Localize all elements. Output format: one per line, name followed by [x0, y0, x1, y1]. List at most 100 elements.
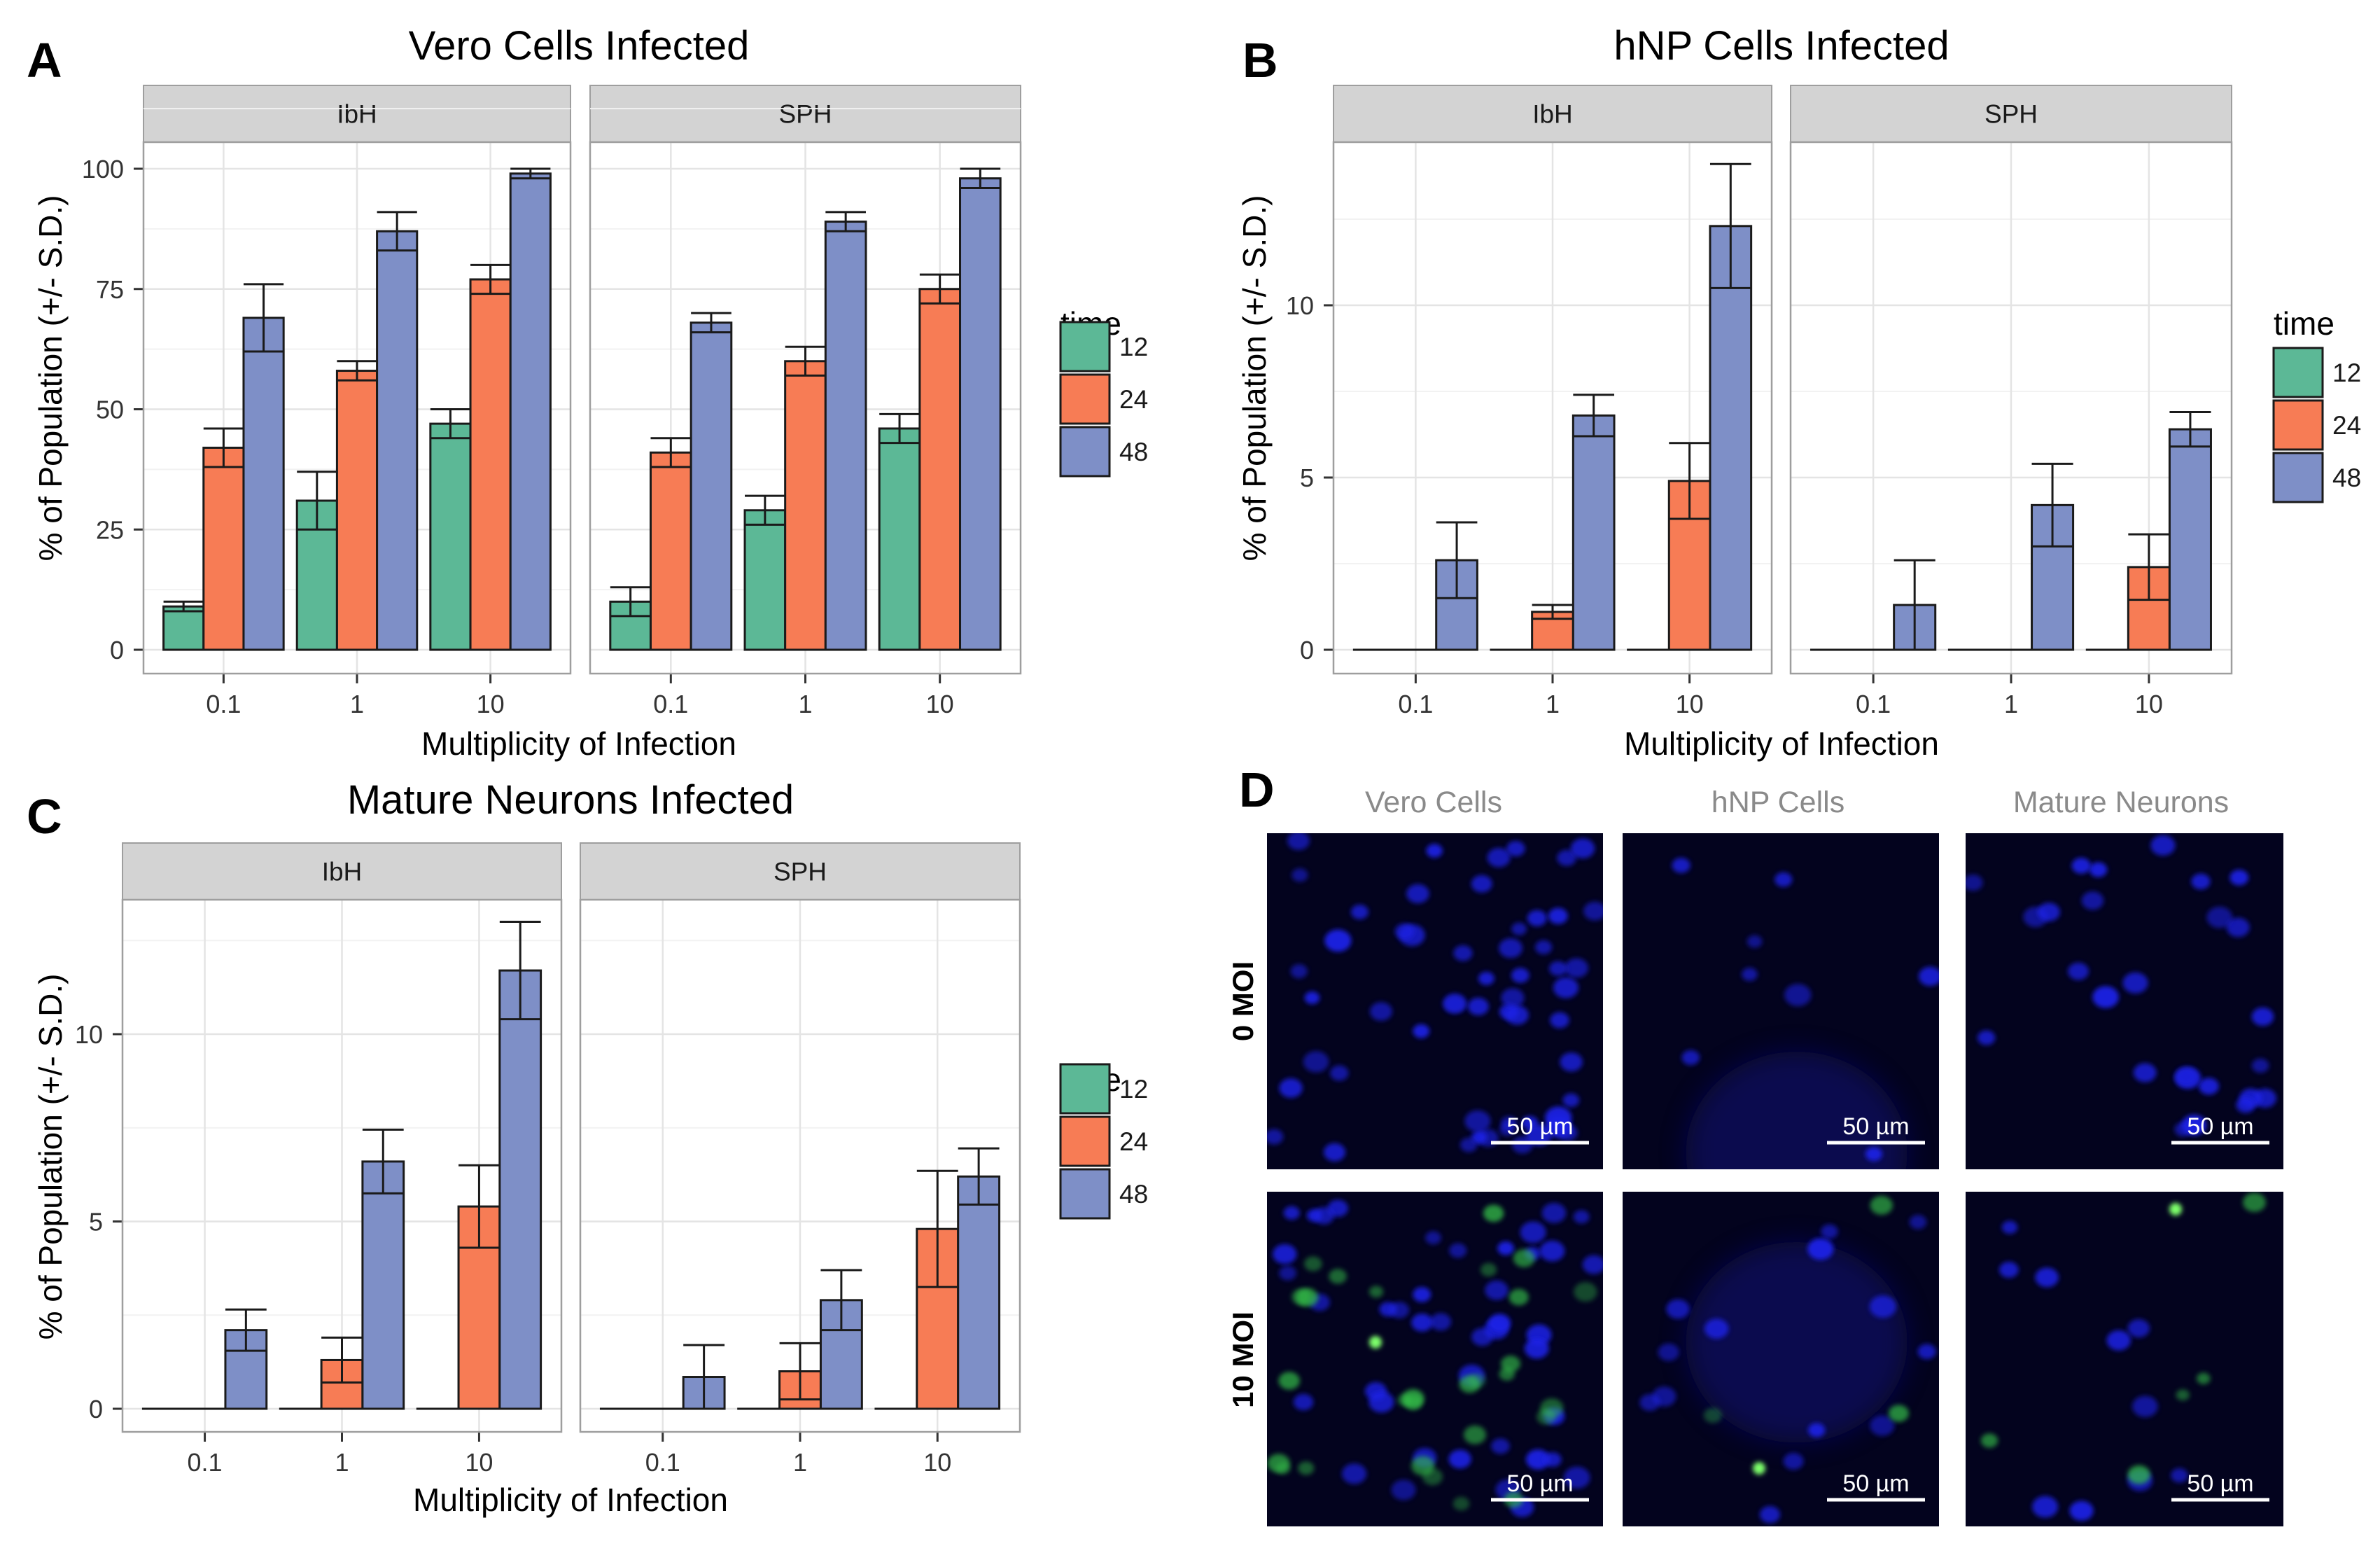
legend-label-48: 48 — [1119, 1180, 1148, 1209]
nucleus — [2068, 962, 2090, 980]
facet-strip — [1333, 85, 1772, 143]
nucleus — [1413, 1024, 1430, 1038]
legend-swatch-12 — [2272, 347, 2324, 398]
nucleus — [1485, 1280, 1508, 1300]
x-tick-label: 10 — [465, 1448, 493, 1477]
x-tick-label: 0.1 — [645, 1448, 680, 1477]
nucleus — [2191, 873, 2211, 890]
y-tick-label: 10 — [1286, 291, 1314, 320]
nucleus — [1487, 848, 1511, 868]
y-tick-label: 10 — [75, 1020, 103, 1049]
nucleus — [1544, 1452, 1562, 1467]
nucleus — [1453, 945, 1473, 961]
nucleus — [1449, 1243, 1467, 1258]
infected-cell — [1468, 1373, 1486, 1388]
infected-cell — [1304, 1256, 1322, 1272]
nucleus — [1526, 1124, 1552, 1146]
bar — [824, 221, 867, 651]
nucleus — [1658, 1343, 1679, 1361]
scale-bar-label: 50 µm — [2187, 1113, 2253, 1140]
infected-cell — [1870, 1195, 1893, 1215]
bar — [429, 422, 472, 651]
y-tick-label: 100 — [82, 155, 124, 183]
x-tick-label: 10 — [477, 690, 505, 718]
nucleus — [1411, 1314, 1433, 1332]
bar — [469, 278, 512, 651]
micrograph-content — [1966, 835, 2277, 1137]
nucleus — [1273, 1244, 1297, 1265]
bar — [743, 509, 787, 651]
nucleus — [1425, 1231, 1441, 1245]
micrograph-column-neurons: Mature Neurons — [2013, 786, 2229, 819]
nucleus — [1553, 977, 1579, 998]
legend-label-24: 24 — [1119, 1127, 1148, 1156]
nucleus — [1759, 1505, 1781, 1524]
infected-cell — [1888, 1405, 1909, 1422]
nucleus — [1330, 1065, 1349, 1081]
facet-SPH: SPH 0.1 1 10 — [589, 85, 1022, 718]
infected-cell — [1452, 1496, 1470, 1511]
nucleus — [1966, 874, 1983, 891]
nucleus — [1313, 1206, 1335, 1225]
facet-SPH: SPH 0.1 1 10 — [1789, 85, 2233, 718]
charts-layer: A Vero Cells Infected Multiplicity of Infe… — [27, 23, 2361, 1518]
panel-letter: A — [27, 33, 62, 88]
y-tick-label: 0 — [89, 1395, 103, 1423]
infected-cell — [1267, 1454, 1290, 1473]
nucleus — [1548, 907, 1568, 924]
bar — [1709, 225, 1753, 651]
nucleus — [1570, 838, 1595, 858]
infected-cell — [1292, 1288, 1312, 1305]
x-axis-label: Multiplicity of Infection — [413, 1482, 728, 1518]
nucleus — [1746, 935, 1763, 948]
micrograph-r1-c1: 50 µm — [1623, 1192, 1939, 1526]
infected-cell — [1513, 1249, 1535, 1267]
bar — [959, 177, 1002, 651]
x-tick-label: 1 — [2004, 690, 2018, 718]
plot-border — [142, 141, 572, 675]
x-tick-label: 1 — [793, 1448, 807, 1477]
micrograph-r0-c1: 50 µm — [1623, 833, 1939, 1169]
infected-cell — [2196, 1372, 2211, 1384]
bar — [509, 172, 552, 651]
bar — [202, 446, 245, 651]
nucleus — [1539, 1240, 1565, 1262]
micrograph-content — [1672, 858, 1939, 1169]
nucleus — [1545, 1106, 1572, 1129]
micrograph-r0-c2: 50 µm — [1966, 833, 2283, 1169]
nucleus — [1460, 1137, 1478, 1152]
cell-cluster-haze — [1686, 1241, 1907, 1443]
nucleus — [1430, 1313, 1452, 1331]
nucleus — [1370, 1002, 1392, 1021]
x-tick-label: 0.1 — [206, 690, 241, 718]
facet-strip-label: IbH — [337, 100, 377, 129]
y-tick-label: 5 — [89, 1208, 103, 1237]
nucleus — [1499, 938, 1522, 959]
legend-label-12: 12 — [2332, 358, 2361, 387]
nucleus — [1557, 849, 1576, 866]
nucleus — [1279, 1265, 1297, 1281]
bright-infected-cell — [1753, 1462, 1765, 1475]
cell-cluster-haze — [1686, 1052, 1907, 1169]
nucleus — [1279, 1078, 1303, 1098]
nucleus — [1909, 1214, 1927, 1230]
nucleus — [1497, 1241, 1514, 1255]
legend-label-12: 12 — [1119, 1075, 1148, 1103]
chart-panel-2: C Mature Neurons Infected Multiplicity of … — [27, 777, 1148, 1518]
bar — [957, 1175, 1001, 1410]
bright-infected-cell — [1369, 1336, 1382, 1349]
x-tick-label: 0.1 — [188, 1448, 223, 1477]
nucleus — [1323, 1143, 1346, 1162]
nucleus — [1292, 868, 1308, 882]
infected-cell — [1574, 1282, 1597, 1302]
infected-cell — [2243, 1192, 2266, 1212]
nucleus — [1293, 1393, 1314, 1411]
nucleus — [1525, 1449, 1550, 1470]
nucleus — [1448, 1449, 1471, 1469]
facet-strip — [589, 85, 1021, 143]
facet-strip-label: SPH — [774, 858, 827, 886]
nucleus — [1564, 958, 1588, 978]
